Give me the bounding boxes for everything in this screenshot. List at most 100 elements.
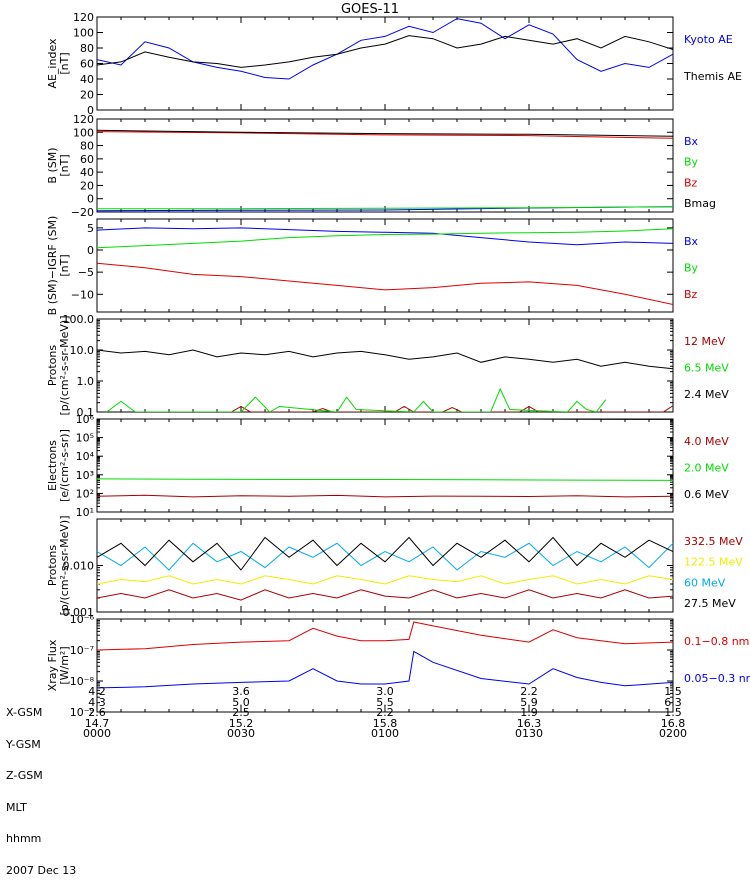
x-tick-value: 0030 <box>227 727 255 740</box>
panel-7: 10⁻⁹ 10⁻⁸ 10⁻⁷ 10⁻⁶ Xray Flux [W/m²] 0.1−0.8 n… <box>46 613 750 719</box>
y-tick-label: 10² <box>76 487 94 500</box>
y-axis-label: [nT] <box>58 154 71 176</box>
y-tick-label: 10⁶ <box>76 413 95 426</box>
y-axis-label: [e/(cm²-s-sr)] <box>58 429 71 502</box>
x-tick-value: 0130 <box>515 727 543 740</box>
x-tick-value: 5.9 <box>520 695 538 709</box>
series-line-0-6-mev <box>240 419 673 420</box>
legend-entry: 60 MeV <box>684 576 726 589</box>
y-axis-label: [nT] <box>58 254 71 276</box>
series-line-themis-ae <box>97 35 673 68</box>
y-tick-label: 80 <box>80 140 94 153</box>
y-tick-label: 0 <box>87 193 94 206</box>
legend-entry: 2.4 MeV <box>684 388 729 401</box>
panel-frame <box>96 118 674 213</box>
legend-entry: Bz <box>684 288 698 301</box>
y-tick-label: 5 <box>87 222 94 235</box>
y-axis-label: Protons <box>46 545 59 586</box>
panel-3: −10 −5 0 5 B (SM)−IGRF (SM) [nT] Bx By Bz <box>46 216 699 316</box>
series-line-2-4-mev <box>97 349 673 370</box>
y-tick-label: 100 <box>73 126 94 139</box>
x-tick-value: 4.3 <box>88 695 106 709</box>
y-tick-label: 10⁵ <box>76 432 94 445</box>
panel-frame <box>96 218 674 313</box>
x-tick-value: 0000 <box>83 727 111 740</box>
x-tick-value: 0200 <box>659 727 687 740</box>
y-tick-label: 10⁻⁹ <box>70 706 94 719</box>
x-tick-value: 5.0 <box>232 695 250 709</box>
y-tick-label: 20 <box>80 89 94 102</box>
y-tick-label: 120 <box>73 11 94 24</box>
y-tick-label: 60 <box>80 58 94 71</box>
legend-entry: 0.05−0.3 nm <box>684 672 750 685</box>
legend-entry: Bz <box>684 176 698 189</box>
legend-entry: Bmag <box>684 197 716 210</box>
y-tick-label: 10⁻⁸ <box>70 675 95 688</box>
y-tick-label: 100 <box>73 27 94 40</box>
y-tick-label: −10 <box>71 288 94 301</box>
x-tick-value: 16.3 <box>516 716 542 730</box>
y-tick-label: 0.001 <box>63 606 95 619</box>
y-tick-label: 20 <box>80 179 94 192</box>
legend-entry: Themis AE <box>683 70 742 83</box>
panel-4: 0.1 1.0 10.0 100.0 Protons [p/(cm²-s-sr-MeV)]… <box>46 313 729 419</box>
y-tick-label: 40 <box>80 73 94 86</box>
x-tick-value: 16.8 <box>660 716 686 730</box>
legend-entry: 4.0 MeV <box>684 435 729 448</box>
y-tick-label: 0.1 <box>77 406 95 419</box>
series-line-60-mev <box>97 542 673 571</box>
legend-entry: 332.5 MeV <box>684 535 743 548</box>
series-line-4-0-mev <box>97 494 673 498</box>
y-tick-label: 1.0 <box>77 375 95 388</box>
date-label: 2007 Dec 13 <box>6 863 77 877</box>
y-tick-label: 80 <box>80 42 94 55</box>
x-gsm-label: X-GSM <box>6 706 43 719</box>
y-axis-label: B (SM)−IGRF (SM) <box>46 216 59 316</box>
y-tick-label: −20 <box>71 206 94 219</box>
x-axis-row-labels: X-GSM Y-GSM Z-GSM MLT hhmm 2007 Dec 13 <box>6 687 76 887</box>
x-tick-value: 6.3 <box>664 695 682 709</box>
panel-frame <box>96 518 674 613</box>
series-line-332-5-mev <box>97 589 673 601</box>
legend-entry: Kyoto AE <box>684 33 733 46</box>
y-gsm-label: Y-GSM <box>6 737 41 751</box>
y-axis-label: Xray Flux <box>46 639 59 691</box>
panel-frame <box>96 318 674 413</box>
legend-entry: 12 MeV <box>684 335 726 348</box>
series-line-122-5-mev <box>97 575 673 585</box>
panel-6: 0.001 0.010 Protons [p/(cm²-s-sr-MeV)] 332.5… <box>46 516 743 620</box>
chart-title: GOES-11 <box>341 2 399 17</box>
x-tick-value: 14.7 <box>84 716 110 730</box>
series-line-bx <box>97 227 673 246</box>
y-tick-label: 100.0 <box>63 313 95 326</box>
y-tick-label: 10¹ <box>76 506 94 519</box>
legend-entry: 122.5 MeV <box>684 556 743 569</box>
legend-entry: 0.6 MeV <box>684 488 729 501</box>
panel-frame <box>96 418 674 513</box>
y-tick-label: 120 <box>73 113 94 126</box>
x-tick-value: 5.5 <box>376 695 394 709</box>
x-tick-value: 15.2 <box>228 716 254 730</box>
y-axis-label: [nT] <box>58 52 71 74</box>
legend-entry: 27.5 MeV <box>684 597 736 610</box>
x-tick-value: 2.5 <box>232 706 250 719</box>
y-tick-label: 0 <box>87 104 94 117</box>
series-line-0-05-0-3-nm <box>97 650 673 689</box>
series-line-bz <box>97 131 673 139</box>
panel-frame <box>96 16 674 111</box>
legend-entry: 0.1−0.8 nm <box>684 635 749 648</box>
y-axis-label: Electrons <box>46 440 59 491</box>
series-line-by <box>97 206 673 210</box>
panel-5: 10¹ 10² 10³ 10⁴ 10⁵ 10⁶ Electrons [e/(cm²-s-sr)… <box>46 413 729 519</box>
y-tick-label: 0 <box>87 244 94 257</box>
series-line-2-0-mev <box>97 478 673 481</box>
x-tick-value: 2.2 <box>520 685 538 698</box>
y-axis-label: [p/(cm²-s-sr-MeV)] <box>58 516 71 616</box>
legend-entry: By <box>684 262 699 275</box>
legend-entry: Bx <box>684 135 699 148</box>
series-line-kyoto-ae <box>97 18 673 80</box>
y-tick-label: 10³ <box>76 469 94 482</box>
x-tick-value: 2.6 <box>88 706 106 719</box>
y-tick-label: 10⁴ <box>76 450 95 463</box>
